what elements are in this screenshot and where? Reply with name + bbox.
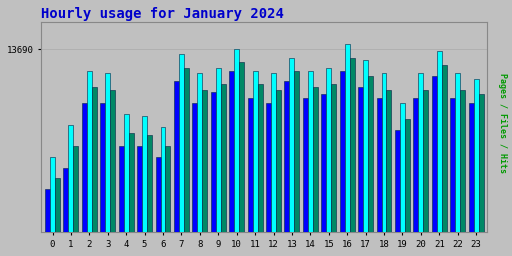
Bar: [400, 103, 405, 256]
Bar: [468, 103, 474, 256]
Bar: [105, 73, 110, 256]
Bar: [376, 98, 381, 256]
Bar: [119, 146, 124, 256]
Bar: [211, 92, 216, 256]
Bar: [161, 127, 165, 256]
Bar: [202, 90, 207, 256]
Bar: [197, 73, 202, 256]
Bar: [326, 69, 331, 256]
Bar: [100, 103, 105, 256]
Bar: [442, 65, 446, 256]
Bar: [437, 51, 442, 256]
Bar: [92, 87, 97, 256]
Bar: [266, 103, 271, 256]
Bar: [423, 90, 429, 256]
Bar: [474, 79, 479, 256]
Bar: [248, 98, 252, 256]
Bar: [110, 90, 115, 256]
Bar: [345, 44, 350, 256]
Bar: [405, 119, 410, 256]
Bar: [174, 81, 179, 256]
Bar: [418, 73, 423, 256]
Bar: [87, 71, 92, 256]
Bar: [368, 76, 373, 256]
Bar: [252, 71, 258, 256]
Bar: [234, 49, 239, 256]
Bar: [276, 90, 281, 256]
Bar: [63, 168, 69, 256]
Bar: [479, 94, 483, 256]
Bar: [303, 98, 308, 256]
Bar: [124, 114, 129, 256]
Bar: [55, 178, 60, 256]
Bar: [156, 157, 161, 256]
Bar: [331, 84, 336, 256]
Bar: [137, 146, 142, 256]
Bar: [413, 98, 418, 256]
Bar: [340, 71, 345, 256]
Bar: [350, 58, 355, 256]
Bar: [216, 69, 221, 256]
Bar: [387, 90, 392, 256]
Bar: [313, 87, 318, 256]
Bar: [184, 69, 189, 256]
Bar: [460, 90, 465, 256]
Bar: [193, 103, 197, 256]
Bar: [142, 116, 147, 256]
Bar: [450, 98, 455, 256]
Bar: [395, 130, 400, 256]
Bar: [45, 189, 50, 256]
Bar: [322, 94, 326, 256]
Bar: [381, 73, 387, 256]
Bar: [308, 71, 313, 256]
Bar: [82, 103, 87, 256]
Bar: [258, 84, 263, 256]
Bar: [229, 71, 234, 256]
Text: Pages / Files / Hits: Pages / Files / Hits: [498, 73, 507, 173]
Text: Hourly usage for January 2024: Hourly usage for January 2024: [41, 7, 284, 21]
Bar: [221, 84, 226, 256]
Bar: [358, 87, 363, 256]
Bar: [289, 58, 294, 256]
Bar: [271, 73, 276, 256]
Bar: [294, 71, 300, 256]
Bar: [129, 133, 134, 256]
Bar: [455, 73, 460, 256]
Bar: [285, 81, 289, 256]
Bar: [239, 62, 244, 256]
Bar: [179, 55, 184, 256]
Bar: [147, 135, 152, 256]
Bar: [363, 60, 368, 256]
Bar: [69, 125, 73, 256]
Bar: [50, 157, 55, 256]
Bar: [165, 146, 170, 256]
Bar: [73, 146, 78, 256]
Bar: [432, 76, 437, 256]
